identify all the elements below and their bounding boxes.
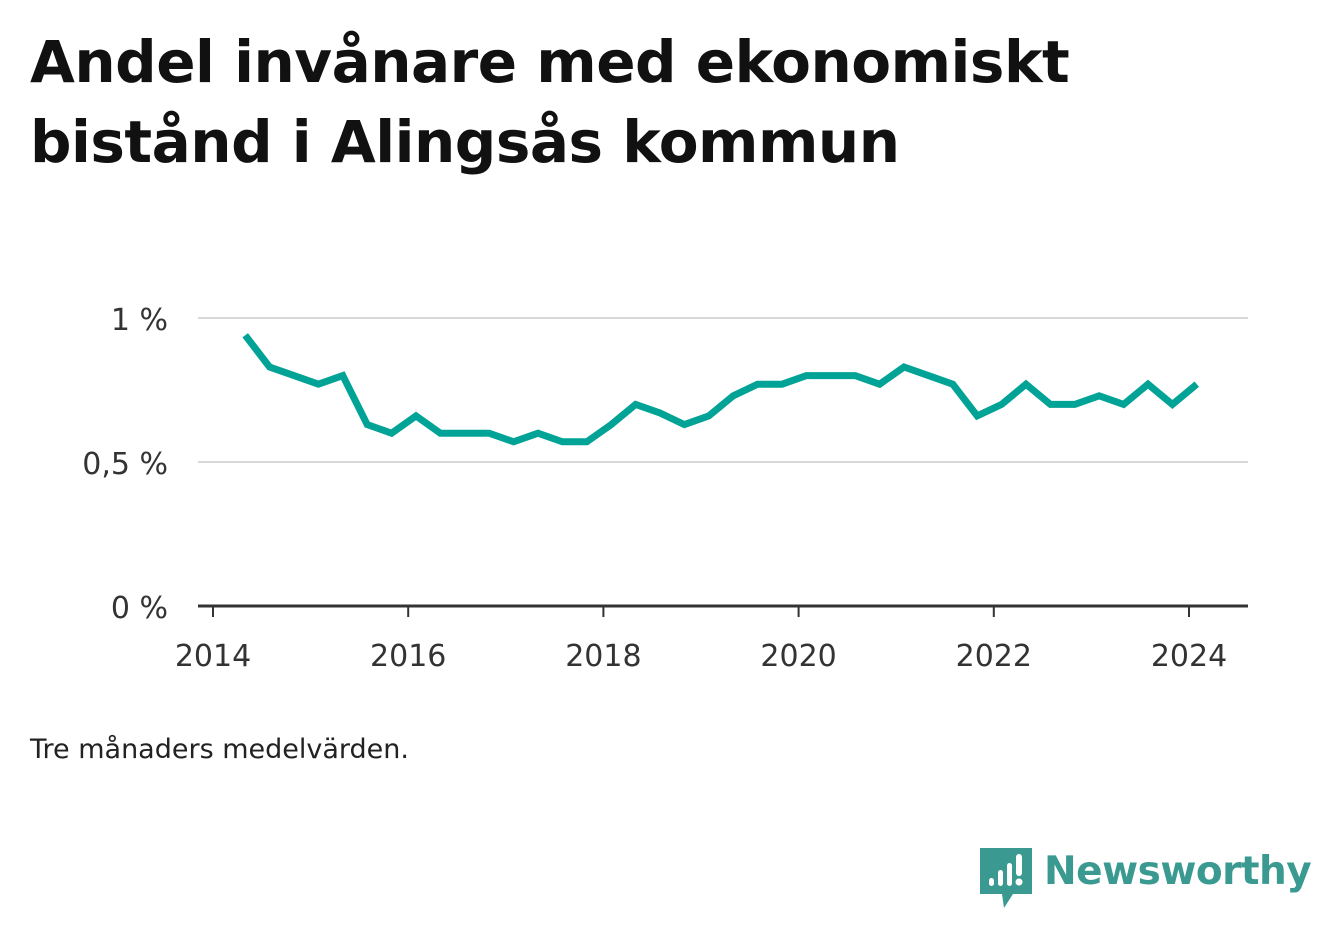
brand-logo: Newsworthy: [980, 848, 1312, 910]
x-tick-label: 2020: [760, 639, 836, 674]
series-layer: [242, 333, 1200, 446]
x-tick-label: 2022: [956, 639, 1032, 674]
brand-name: Newsworthy: [1044, 849, 1312, 894]
tick-labels: 0 % 0,5 % 1 % 2014 2016 2018 2020 2022 2024: [82, 303, 1227, 674]
x-tick-label: 2018: [565, 639, 641, 674]
line-chart: 0 % 0,5 % 1 % 2014 2016 2018 2020 2022 2024: [82, 303, 1248, 674]
y-tick-label: 0 %: [111, 591, 168, 626]
y-tick-label: 1 %: [111, 303, 168, 338]
chart-title: Andel invånare med ekonomiskt bistånd i …: [30, 28, 1070, 176]
y-tick-label: 0,5 %: [82, 447, 168, 482]
gridlines: [198, 317, 1248, 463]
newsworthy-logo-icon: [980, 848, 1032, 908]
footnote: Tre månaders medelvärden.: [30, 734, 409, 765]
x-axis: [198, 604, 1248, 617]
series-line: [242, 333, 1200, 446]
x-tick-label: 2014: [175, 639, 251, 674]
x-tick-label: 2024: [1151, 639, 1227, 674]
x-tick-label: 2016: [370, 639, 446, 674]
